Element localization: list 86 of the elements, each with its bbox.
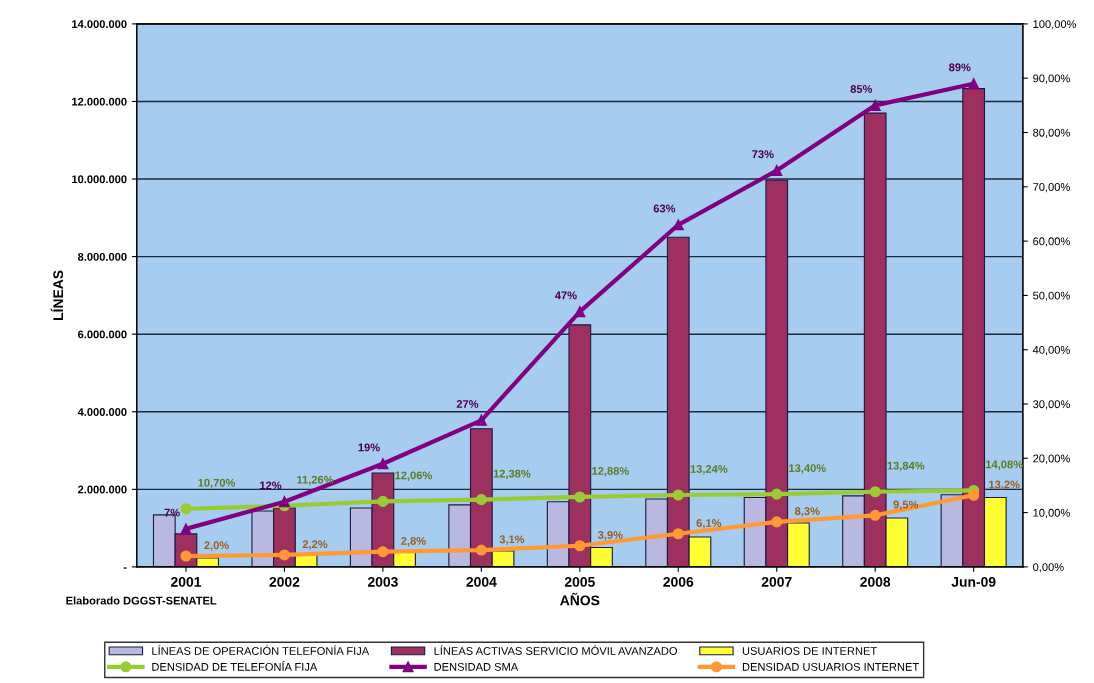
y-tick-label: 10.000.000	[72, 175, 127, 184]
point	[968, 78, 980, 90]
legend-label: DENSIDAD SMA	[434, 662, 519, 671]
y2-tick-label: 80,00%	[1033, 128, 1070, 138]
data-label: 12%	[260, 481, 282, 490]
point	[180, 503, 192, 515]
point	[475, 544, 487, 556]
data-label: 9,5%	[893, 500, 919, 511]
point	[771, 516, 783, 528]
data-label: 3,9%	[597, 531, 623, 541]
data-label: 89%	[949, 63, 971, 72]
data-label: 73%	[752, 150, 774, 159]
data-label: 63%	[653, 204, 676, 213]
y2-tick-label: 40,00%	[1032, 345, 1070, 356]
x-tick-label: 2007	[761, 576, 792, 587]
y-tick-label: 12.000.000	[72, 97, 127, 106]
y2-tick-label: 100,00%	[1033, 20, 1077, 30]
point	[278, 496, 290, 508]
y-tick-label: 14.000.000	[72, 20, 127, 29]
data-label: 8,3%	[794, 507, 820, 517]
legend-label: DENSIDAD DE TELEFONÍA FIJA	[152, 661, 318, 671]
legend-label: LÍNEAS DE OPERACIÓN TELEFONÍA FIJA	[152, 645, 370, 655]
y-tick-label: 2.000.000	[77, 485, 127, 494]
data-label: 11,26%	[297, 475, 334, 486]
point	[672, 528, 684, 540]
x-axis-title: AÑOS	[560, 592, 600, 606]
point	[475, 414, 487, 426]
point	[180, 523, 192, 535]
y-tick-label: 6.000.000	[78, 330, 127, 339]
x-tick-label: 2008	[860, 576, 891, 587]
data-label: 12,06%	[395, 471, 433, 481]
point	[771, 164, 783, 177]
data-label: 6,1%	[696, 519, 722, 529]
x-tick-label: 2004	[466, 576, 497, 587]
point	[574, 491, 586, 503]
data-label: 12,88%	[592, 466, 629, 477]
x-tick-label: 2006	[663, 576, 694, 587]
point	[180, 550, 192, 562]
y2-tick-label: 90,00%	[1033, 74, 1070, 84]
data-label: 19%	[358, 443, 380, 452]
legend-label: LÍNEAS ACTIVAS SERVICIO MÓVIL AVANZADO	[434, 645, 678, 655]
legend-label: DENSIDAD USUARIOS INTERNET	[742, 662, 919, 671]
data-label: 3,1%	[499, 535, 525, 545]
point	[377, 495, 389, 507]
point	[475, 494, 487, 506]
data-label: 85%	[850, 85, 873, 93]
y-tick-label: 8.000.000	[77, 252, 127, 261]
point	[869, 486, 881, 498]
data-label: 2,2%	[302, 540, 328, 550]
y-tick-label: 4.000.000	[77, 408, 127, 416]
point	[869, 509, 881, 521]
point	[968, 489, 980, 501]
point	[377, 546, 389, 558]
y2-tick-label: 10,00%	[1033, 508, 1070, 519]
data-label: 12,38%	[493, 469, 531, 480]
y-axis-title: LÍNEAS	[50, 270, 64, 320]
point	[771, 488, 783, 500]
y2-tick-label: 60,00%	[1033, 237, 1070, 247]
data-label: 27%	[456, 400, 479, 408]
point	[278, 549, 290, 561]
point	[574, 540, 586, 552]
legend-label: USUARIOS DE INTERNET	[742, 647, 877, 655]
data-label: 13,2%	[989, 480, 1020, 490]
data-label: 13,40%	[789, 464, 826, 474]
point	[672, 489, 684, 501]
data-label: 10,70%	[198, 478, 236, 489]
data-label: 2,8%	[401, 536, 426, 547]
x-tick-label: 2001	[171, 576, 202, 587]
data-label: 13,84%	[887, 461, 925, 472]
x-tick-label: Jun-09	[951, 576, 996, 587]
x-tick-label: 2002	[269, 576, 300, 587]
text: Elaborado DGGST-SENATEL	[66, 596, 217, 605]
data-label: 47%	[554, 291, 577, 300]
y-tick-label: -	[123, 567, 127, 569]
y2-tick-label: 0,00%	[1033, 563, 1064, 573]
y2-tick-label: 70,00%	[1033, 183, 1070, 193]
point	[574, 306, 586, 318]
y2-tick-label: 50,00%	[1033, 291, 1070, 301]
x-tick-label: 2003	[367, 576, 398, 587]
point	[377, 458, 389, 470]
data-label: 13,24%	[690, 465, 728, 475]
y2-tick-label: 30,00%	[1033, 400, 1070, 410]
point	[869, 99, 881, 111]
data-label: 2,0%	[204, 541, 229, 551]
x-tick-label: 2005	[564, 576, 595, 587]
y2-tick-label: 20,00%	[1033, 454, 1070, 464]
